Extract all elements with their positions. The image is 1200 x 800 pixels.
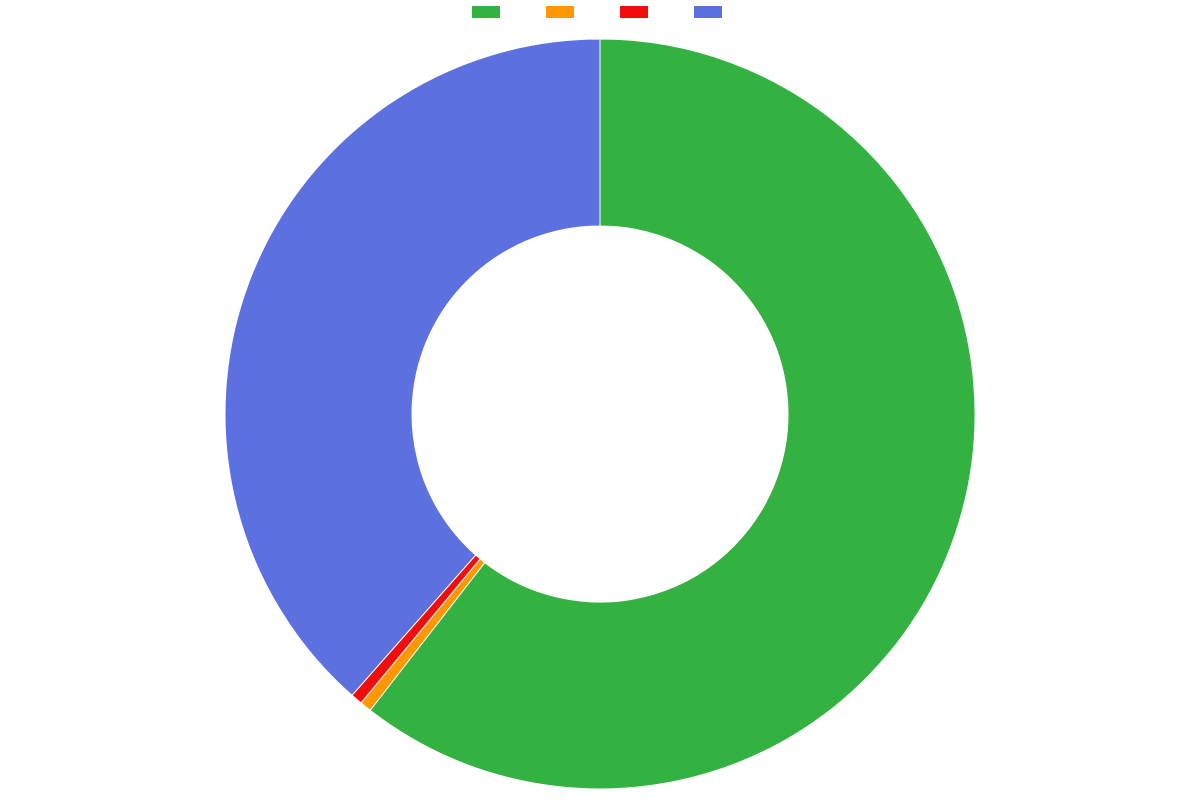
legend-swatch-2 xyxy=(620,6,648,18)
legend xyxy=(0,6,1200,18)
legend-item-3[interactable] xyxy=(694,6,728,18)
legend-swatch-1 xyxy=(546,6,574,18)
legend-swatch-3 xyxy=(694,6,722,18)
legend-item-0[interactable] xyxy=(472,6,506,18)
donut-chart xyxy=(0,28,1200,800)
chart-area xyxy=(0,28,1200,800)
legend-swatch-0 xyxy=(472,6,500,18)
chart-container xyxy=(0,0,1200,800)
legend-item-2[interactable] xyxy=(620,6,654,18)
legend-item-1[interactable] xyxy=(546,6,580,18)
